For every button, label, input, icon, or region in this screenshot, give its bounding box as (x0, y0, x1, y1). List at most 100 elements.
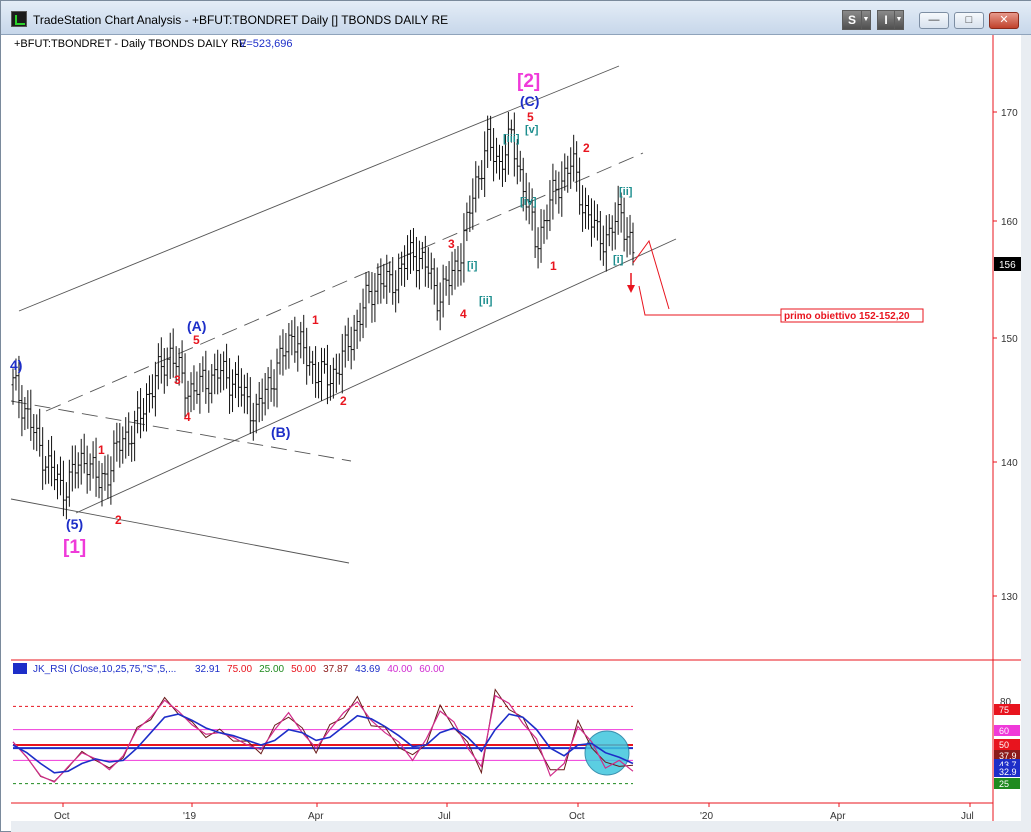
right-scrollbar[interactable] (1021, 35, 1031, 821)
rsi-legend-value: 43.69 (355, 664, 380, 675)
volume-label: V=523,696 (239, 38, 293, 50)
middle-channel-line (45, 152, 644, 412)
wave-red-4-label: 4 (184, 410, 191, 424)
wave-red-4b-label: 4 (460, 307, 467, 321)
rsi-badge (994, 766, 1020, 777)
wave-5-label: (5) (66, 516, 83, 532)
wave-red-1b-label: 1 (312, 313, 319, 327)
time-tick-label: Jul (961, 811, 974, 822)
last-price-label: 156 (999, 260, 1016, 271)
close-button[interactable]: ✕ (989, 12, 1019, 29)
wave-red-1-label: 1 (98, 443, 105, 457)
chart-area: +BFUT:TBONDRET - Daily TBONDS DAILY RE V… (10, 35, 1031, 832)
wave-red-3-label: 3 (174, 373, 181, 387)
wave-teal-ii2-label: [ii] (619, 186, 633, 198)
time-axis: Oct '19 Apr Jul Oct '20 Apr Jul (54, 803, 974, 822)
target-box (780, 308, 924, 323)
rsi-level-lines (13, 705, 633, 785)
indicator-button[interactable]: I (877, 10, 895, 30)
window-title: TradeStation Chart Analysis - +BFUT:TBON… (33, 13, 449, 27)
time-tick-label: '20 (700, 811, 713, 822)
rsi-badge-label: 32.9 (999, 767, 1017, 777)
time-tick-label: Oct (54, 811, 70, 822)
rsi-badge (994, 739, 1020, 750)
bottom-scrollbar[interactable] (11, 821, 1031, 832)
minimize-icon: — (928, 14, 940, 26)
upper-channel-line (18, 65, 620, 312)
strategy-button[interactable]: S (842, 10, 862, 30)
wave-labels: 4) (5) [1] [2] (A) (B) (C) 1 2 3 4 5 1 2… (10, 71, 633, 558)
rsi-badge-label: 75 (999, 705, 1009, 715)
minimize-button[interactable]: — (919, 12, 949, 29)
rsi-badge-label: 43.7 (999, 760, 1017, 770)
rsi-badge (994, 759, 1020, 770)
wave-teal-ii-label: [ii] (479, 295, 493, 307)
rsi-badge (994, 750, 1020, 761)
wave-red-2-label: 2 (115, 513, 122, 527)
projection: primo obiettivo 152-152,20 (627, 239, 924, 323)
wave-teal-i2-label: [i] (613, 254, 624, 266)
wave-A-label: (A) (187, 318, 206, 334)
rsi-signal-line (12, 713, 634, 774)
wave-C-label: (C) (520, 93, 539, 109)
rsi-badge-label: 25 (999, 779, 1009, 789)
price-tick-160: 160 (1001, 217, 1018, 228)
wave-red-2c-label: 2 (583, 141, 590, 155)
rsi-badge (994, 778, 1020, 789)
price-tick-150: 150 (1001, 334, 1018, 345)
wave-2-big-label: [2] (517, 71, 540, 92)
time-tick-label: Apr (830, 811, 846, 822)
rsi-badge-label: 60 (999, 726, 1009, 736)
target-label: primo obiettivo 152-152,20 (784, 311, 910, 322)
wave-teal-iii-label: [iii] (503, 133, 520, 145)
rsi-legend-value: 25.00 (259, 664, 284, 675)
rsi-badge (994, 725, 1020, 736)
rsi-axis-top-label: 80 (1000, 697, 1012, 708)
rsi-badge-label: 50 (999, 740, 1009, 750)
projection-path (632, 239, 670, 310)
lower-descending-line (10, 498, 350, 564)
rsi-badge (994, 704, 1020, 715)
wave-red-5c-label: 5 (527, 110, 534, 124)
indicator-dropdown-icon[interactable]: ▼ (894, 10, 904, 30)
price-axis: 170 160 150 140 130 156 (993, 108, 1021, 603)
strategy-dropdown-icon[interactable]: ▼ (861, 10, 871, 30)
rsi-panel: JK_RSI (Close,10,25,75,"S",5,... 32.91 75… (12, 663, 1020, 789)
wave-red-1c-label: 1 (550, 259, 557, 273)
rsi-legend-icon (13, 663, 27, 674)
rsi-badge-label: 37.9 (999, 751, 1017, 761)
time-tick-label: Jul (438, 811, 451, 822)
maximize-icon: □ (965, 14, 973, 26)
price-tick-140: 140 (1001, 458, 1018, 469)
down-arrow-icon (627, 285, 635, 293)
rsi-legend-value: 32.91 (195, 664, 220, 675)
wave-teal-iv-label: [iv] (520, 196, 537, 208)
wave-red-2b-label: 2 (340, 394, 347, 408)
close-icon: ✕ (999, 14, 1009, 26)
wave-red-3b-label: 3 (448, 237, 455, 251)
dashed-descending-line (10, 400, 352, 462)
wave-red-5-label: 5 (193, 333, 200, 347)
wave-4-label: 4) (10, 357, 22, 373)
title-bar: TradeStation Chart Analysis - +BFUT:TBON… (1, 1, 1031, 35)
price-tick-170: 170 (1001, 108, 1018, 119)
time-tick-label: Apr (308, 811, 324, 822)
price-bars (11, 112, 635, 520)
target-connector-line (638, 285, 781, 316)
wave-1-big-label: [1] (63, 537, 86, 558)
chart-background (11, 35, 1021, 821)
app-icon (11, 11, 27, 27)
time-tick-label: '19 (183, 811, 196, 822)
wave-teal-v-label: [v] (525, 124, 539, 136)
last-price-badge (994, 257, 1021, 271)
rsi-legend-value: 75.00 (227, 664, 252, 675)
rsi-lines (12, 688, 634, 783)
wave-teal-i-label: [i] (467, 260, 478, 272)
rsi-legend-value: 37.87 (323, 664, 348, 675)
trend-lines (10, 65, 677, 564)
maximize-button[interactable]: □ (954, 12, 984, 29)
price-tick-130: 130 (1001, 592, 1018, 603)
chart-symbol-label: +BFUT:TBONDRET - Daily TBONDS DAILY RE (14, 38, 246, 50)
